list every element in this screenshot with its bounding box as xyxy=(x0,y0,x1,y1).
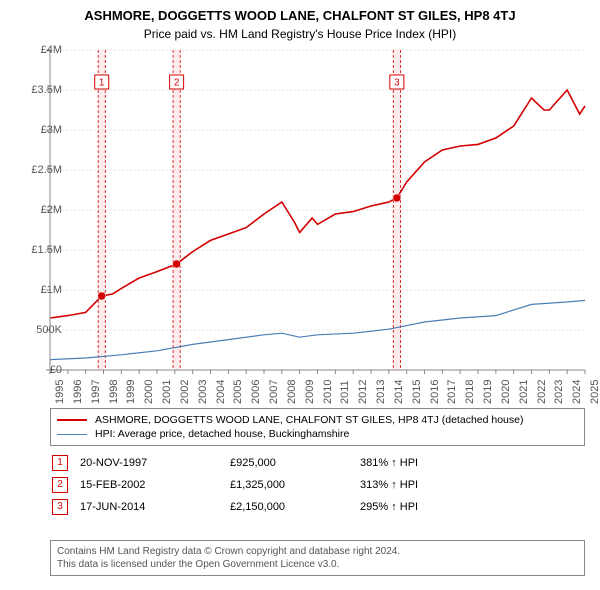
sale-row: 1 20-NOV-1997£925,000381% ↑ HPI xyxy=(50,452,585,474)
legend-label: HPI: Average price, detached house, Buck… xyxy=(95,428,349,440)
legend-swatch xyxy=(57,419,87,421)
x-tick-label: 2002 xyxy=(179,380,191,404)
sales-table: 1 20-NOV-1997£925,000381% ↑ HPI 2 15-FEB-20… xyxy=(50,452,585,518)
x-tick-label: 2013 xyxy=(375,380,387,404)
x-tick-label: 1999 xyxy=(125,380,137,404)
x-tick-label: 2017 xyxy=(446,380,458,404)
x-tick-label: 2011 xyxy=(339,380,351,404)
x-tick-label: 2012 xyxy=(357,380,369,404)
x-tick-label: 2015 xyxy=(411,380,423,404)
sale-pct: 381% ↑ HPI xyxy=(360,457,583,469)
footnote-line1: Contains HM Land Registry data © Crown c… xyxy=(57,545,578,558)
chart-plot-area: 1 2 3 xyxy=(50,50,585,370)
x-tick-label: 2004 xyxy=(215,380,227,404)
sale-price: £925,000 xyxy=(230,457,360,469)
y-tick-label: 500K xyxy=(36,324,62,336)
x-tick-label: 2000 xyxy=(143,380,155,404)
sale-price: £1,325,000 xyxy=(230,479,360,491)
legend-row: ASHMORE, DOGGETTS WOOD LANE, CHALFONT ST… xyxy=(57,413,578,427)
sale-pct: 313% ↑ HPI xyxy=(360,479,583,491)
sale-marker: 2 xyxy=(52,477,68,493)
footnote-line2: This data is licensed under the Open Gov… xyxy=(57,558,578,571)
x-tick-label: 2018 xyxy=(464,380,476,404)
y-tick-label: £2M xyxy=(41,204,62,216)
y-tick-label: £3.5M xyxy=(31,84,62,96)
svg-text:2: 2 xyxy=(174,78,180,89)
x-tick-label: 1996 xyxy=(72,380,84,404)
y-tick-label: £4M xyxy=(41,44,62,56)
x-tick-label: 2007 xyxy=(268,380,280,404)
x-tick-label: 1997 xyxy=(90,380,102,404)
sale-row: 2 15-FEB-2002£1,325,000313% ↑ HPI xyxy=(50,474,585,496)
x-tick-label: 2019 xyxy=(482,380,494,404)
x-tick-label: 2009 xyxy=(304,380,316,404)
x-tick-label: 2006 xyxy=(250,380,262,404)
sale-marker: 1 xyxy=(52,455,68,471)
chart-container: ASHMORE, DOGGETTS WOOD LANE, CHALFONT ST… xyxy=(0,0,600,590)
sale-date: 20-NOV-1997 xyxy=(80,457,230,469)
x-tick-label: 2021 xyxy=(518,380,530,404)
chart-subtitle: Price paid vs. HM Land Registry's House … xyxy=(0,25,600,41)
sale-pct: 295% ↑ HPI xyxy=(360,501,583,513)
x-tick-label: 2001 xyxy=(161,380,173,404)
sale-date: 15-FEB-2002 xyxy=(80,479,230,491)
y-tick-label: £0 xyxy=(50,364,62,376)
svg-text:1: 1 xyxy=(99,78,105,89)
legend-swatch xyxy=(57,434,87,435)
x-tick-label: 2020 xyxy=(500,380,512,404)
legend-box: ASHMORE, DOGGETTS WOOD LANE, CHALFONT ST… xyxy=(50,408,585,446)
x-tick-label: 2005 xyxy=(232,380,244,404)
y-tick-label: £2.5M xyxy=(31,164,62,176)
y-tick-label: £3M xyxy=(41,124,62,136)
sale-row: 3 17-JUN-2014£2,150,000295% ↑ HPI xyxy=(50,496,585,518)
x-tick-label: 2016 xyxy=(429,380,441,404)
x-tick-label: 2014 xyxy=(393,380,405,404)
y-tick-label: £1.5M xyxy=(31,244,62,256)
legend-row: HPI: Average price, detached house, Buck… xyxy=(57,427,578,441)
x-tick-label: 2025 xyxy=(589,380,600,404)
x-tick-label: 2008 xyxy=(286,380,298,404)
x-tick-label: 2010 xyxy=(322,380,334,404)
svg-text:3: 3 xyxy=(394,78,400,89)
sale-date: 17-JUN-2014 xyxy=(80,501,230,513)
x-tick-label: 2022 xyxy=(536,380,548,404)
chart-title: ASHMORE, DOGGETTS WOOD LANE, CHALFONT ST… xyxy=(0,0,600,25)
legend-label: ASHMORE, DOGGETTS WOOD LANE, CHALFONT ST… xyxy=(95,414,523,426)
sale-marker: 3 xyxy=(52,499,68,515)
sale-price: £2,150,000 xyxy=(230,501,360,513)
x-tick-label: 2024 xyxy=(571,380,583,404)
chart-svg: 1 2 3 xyxy=(50,50,585,370)
x-tick-label: 2003 xyxy=(197,380,209,404)
footnote-box: Contains HM Land Registry data © Crown c… xyxy=(50,540,585,576)
x-tick-label: 1998 xyxy=(108,380,120,404)
x-tick-label: 1995 xyxy=(54,380,66,404)
x-tick-label: 2023 xyxy=(553,380,565,404)
y-tick-label: £1M xyxy=(41,284,62,296)
